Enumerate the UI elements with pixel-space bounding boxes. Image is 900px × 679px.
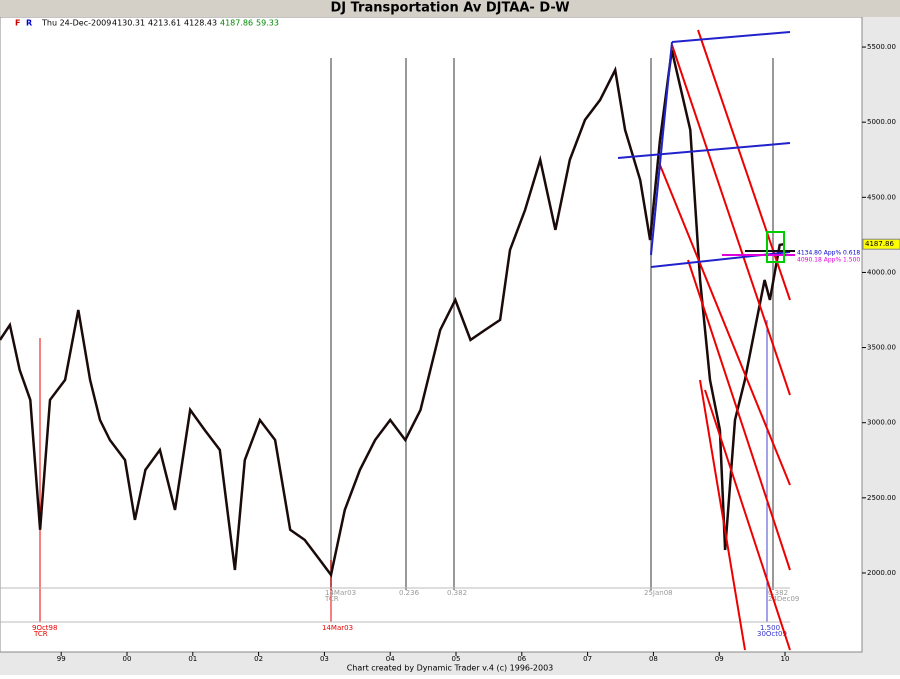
annotation: TCR <box>324 595 339 603</box>
fan-line <box>617 142 791 159</box>
chart-title: DJ Transportation Av DJTAA- D-W <box>330 1 569 16</box>
time-labels: 14Mar03 TCR 0.236 0.382 25Jan08 0.382 24… <box>32 589 799 638</box>
fan-line <box>671 31 791 43</box>
y-tick-label: 3500.00 <box>867 344 896 352</box>
x-tick-label: 99 <box>57 655 66 663</box>
last-price-box <box>862 238 900 250</box>
fan-line <box>650 41 673 256</box>
x-tick-label: 02 <box>254 655 263 663</box>
y-tick-label: 3000.00 <box>867 419 896 427</box>
last-price-label: 4187.86 <box>865 240 894 248</box>
x-tick-label: 07 <box>583 655 592 663</box>
y-tick-label: 5500.00 <box>867 43 896 51</box>
y-tick-label: 4500.00 <box>867 193 896 201</box>
time-lines <box>330 58 774 590</box>
x-tick-label: 10 <box>781 655 790 663</box>
annotation: 9Oct98 <box>32 624 57 632</box>
header-bar <box>0 0 900 17</box>
series-layer <box>0 49 784 578</box>
info-low: 4128.43 <box>184 19 217 28</box>
annotation: 14Mar03 <box>322 624 353 632</box>
annotation: 4090.18 App% 1.500 <box>797 257 860 264</box>
footer: Chart created by Dynamic Trader v.4 (c) … <box>347 664 554 673</box>
x-tick-label: 00 <box>123 655 132 663</box>
channel-line <box>704 389 791 651</box>
y-tick-label: 4000.00 <box>867 268 896 276</box>
axes: 2000.00 2500.00 3000.00 3500.00 4000.00 4500.… <box>57 43 900 663</box>
channel-lines <box>659 29 791 651</box>
channel-line <box>687 259 791 571</box>
x-tick-label: 05 <box>452 655 461 663</box>
x-tick-label: 06 <box>517 655 526 663</box>
target-box <box>766 231 785 263</box>
annotation: 1.500 <box>760 624 780 632</box>
annotation: 0.382 <box>768 589 788 597</box>
info-change: 59.33 <box>256 19 279 28</box>
annotation: 30Oct09 <box>757 630 787 638</box>
annotation: 4134.80 App% 0.618 <box>797 250 860 257</box>
x-tick-label: 04 <box>386 655 395 663</box>
toolbar-button[interactable]: F <box>15 19 20 28</box>
plot-area <box>0 16 863 653</box>
annotation: 14Mar03 <box>325 589 356 597</box>
channel-line <box>671 44 791 396</box>
channel-line <box>699 379 746 651</box>
annotation: 24Dec09 <box>768 595 799 603</box>
info-close: 4187.86 <box>220 19 253 28</box>
info-open: 4130.31 <box>112 19 145 28</box>
y-tick-label: 2500.00 <box>867 494 896 502</box>
annotation: TCR <box>33 630 48 638</box>
x-tick-label: 08 <box>649 655 658 663</box>
toolbar-button[interactable]: R <box>26 19 32 28</box>
annotation: 0.236 <box>399 589 420 597</box>
x-tick-label: 03 <box>320 655 329 663</box>
info-row: Thu 24-Dec-2009 4130.31 4213.61 4128.43 … <box>41 19 279 28</box>
x-tick-label: 09 <box>715 655 724 663</box>
y-tick-label: 5000.00 <box>867 118 896 126</box>
y-tick-label: 2000.00 <box>867 569 896 577</box>
annotation: 25Jan08 <box>644 589 673 597</box>
info-high: 4213.61 <box>148 19 181 28</box>
annotation: 0.382 <box>447 589 467 597</box>
x-tick-label: 01 <box>188 655 197 663</box>
price-line <box>0 49 784 578</box>
channel-line <box>659 164 791 486</box>
info-date: Thu 24-Dec-2009 <box>41 19 111 28</box>
